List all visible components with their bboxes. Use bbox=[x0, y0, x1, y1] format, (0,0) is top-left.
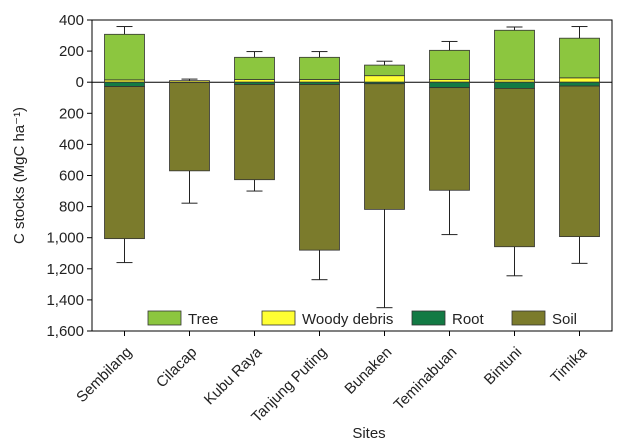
error-bars bbox=[116, 26, 588, 309]
x-axis-title: Sites bbox=[352, 425, 385, 441]
x-tick-label: Cilacap bbox=[153, 344, 200, 391]
y-tick-label: 800 bbox=[59, 199, 84, 216]
bar-soil bbox=[104, 86, 145, 240]
y-axis-title: C stocks (MgC ha⁻¹) bbox=[11, 107, 28, 244]
legend-swatch-soil bbox=[511, 310, 546, 326]
y-tick-label: 200 bbox=[59, 105, 84, 122]
bar-soil bbox=[299, 84, 340, 251]
legend-label-tree: Tree bbox=[188, 311, 218, 328]
bar-tree bbox=[429, 49, 470, 80]
bar-soil bbox=[234, 84, 275, 181]
bar-tree bbox=[364, 64, 405, 77]
y-tick-label: 1,600 bbox=[46, 323, 84, 340]
bar-soil bbox=[364, 83, 405, 210]
x-tick-label: Sembilang bbox=[73, 344, 135, 406]
bar-soil bbox=[494, 88, 535, 248]
y-tick-label: 400 bbox=[59, 136, 84, 153]
x-tick-label: Bintuni bbox=[481, 344, 525, 388]
x-tick-label: Kubu Raya bbox=[201, 343, 266, 408]
bar-tree bbox=[494, 29, 535, 81]
legend-label-root: Root bbox=[452, 311, 485, 328]
bar-tree bbox=[104, 33, 145, 81]
y-tick-label: 600 bbox=[59, 168, 84, 185]
y-tick-label: 0 bbox=[76, 74, 84, 91]
y-tick-label: 400 bbox=[59, 12, 84, 29]
legend-swatch-tree bbox=[147, 310, 182, 326]
bar-root bbox=[104, 81, 145, 87]
bar-tree bbox=[299, 56, 340, 80]
y-tick-label: 1,200 bbox=[46, 261, 84, 278]
legend-swatch-root bbox=[411, 310, 446, 326]
bar-root bbox=[559, 81, 600, 87]
y-tick-label: 1,000 bbox=[46, 230, 84, 247]
legend-label-soil: Soil bbox=[552, 311, 577, 328]
legend: Tree Woody debris Root Soil bbox=[147, 310, 577, 328]
bar-root bbox=[429, 81, 470, 89]
y-tick-label: 1,400 bbox=[46, 292, 84, 309]
bar-tree bbox=[559, 37, 600, 79]
bar-soil bbox=[559, 85, 600, 238]
bar-tree bbox=[234, 56, 275, 80]
bars bbox=[104, 29, 600, 251]
bar-soil bbox=[169, 82, 210, 172]
legend-swatch-woody-debris bbox=[261, 310, 296, 326]
bar-woody-debris bbox=[364, 75, 405, 83]
bar-root bbox=[494, 81, 535, 89]
x-tick-label: Teminabuan bbox=[391, 344, 461, 414]
legend-label-woody-debris: Woody debris bbox=[302, 311, 393, 328]
bar-woody-debris bbox=[559, 77, 600, 83]
x-tick-label: Bunaken bbox=[341, 344, 395, 398]
y-tick-label: 200 bbox=[59, 43, 84, 60]
x-tick-label: Timika bbox=[547, 343, 590, 386]
bar-soil bbox=[429, 87, 470, 191]
